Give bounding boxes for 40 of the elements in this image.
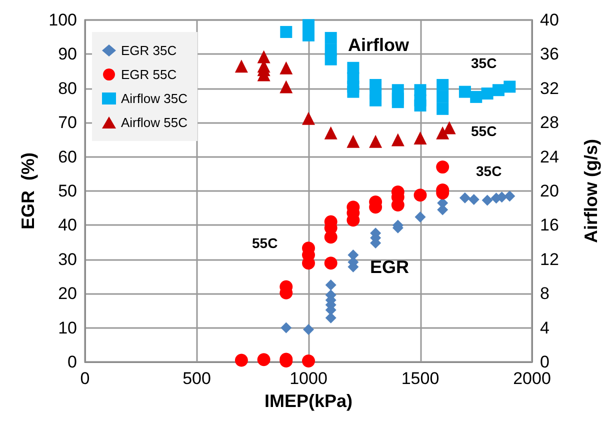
y2-tick-label: 32 xyxy=(540,78,559,98)
y2-tick-label: 4 xyxy=(540,318,550,338)
y-tick-label: 40 xyxy=(58,216,77,235)
y2-tick-label: 20 xyxy=(540,182,559,200)
y-tick-label: 30 xyxy=(58,250,77,269)
y2-tick-label: 28 xyxy=(540,113,559,132)
annotation: 35C xyxy=(476,163,502,179)
y2-tick-label: 0 xyxy=(540,352,550,372)
annotation: EGR xyxy=(370,257,410,277)
legend-label: Airflow 35C xyxy=(121,91,188,106)
y2-tick-label: 24 xyxy=(540,147,559,166)
y-tick-label: 100 xyxy=(48,10,77,30)
annotation: Airflow xyxy=(348,35,410,55)
legend-label: EGR 55C xyxy=(121,67,177,82)
x-axis-title: IMEP(kPa) xyxy=(264,391,353,411)
y-tick-label: 70 xyxy=(58,113,77,132)
x-tick-label: 0 xyxy=(80,369,90,388)
legend-label: Airflow 55C xyxy=(121,115,188,130)
annotation: 55C xyxy=(252,235,278,251)
y2-tick-label: 8 xyxy=(540,284,550,304)
y-tick-label: 90 xyxy=(58,44,77,64)
y-tick-label: 0 xyxy=(68,352,77,372)
y2-tick-label: 16 xyxy=(540,216,559,235)
x-tick-label: 1500 xyxy=(401,369,440,388)
legend-label: EGR 35C xyxy=(121,43,177,58)
annotation: 55C xyxy=(471,123,497,139)
y2-axis-title: Airflow (g/s) xyxy=(581,139,601,243)
x-tick-label: 1000 xyxy=(290,369,328,388)
y-tick-label: 10 xyxy=(58,318,77,338)
annotation: 35C xyxy=(471,55,497,71)
y-axis-title: EGR (%) xyxy=(18,152,38,230)
y-tick-label: 50 xyxy=(58,182,77,200)
y2-tick-label: 40 xyxy=(540,10,559,30)
y2-tick-label: 12 xyxy=(540,250,559,269)
y2-tick-label: 36 xyxy=(540,44,559,64)
y-tick-label: 80 xyxy=(58,78,77,98)
y-tick-label: 20 xyxy=(58,284,77,304)
y-tick-label: 60 xyxy=(58,147,77,166)
x-tick-label: 500 xyxy=(182,369,211,388)
x-tick-label: 2000 xyxy=(513,369,551,388)
